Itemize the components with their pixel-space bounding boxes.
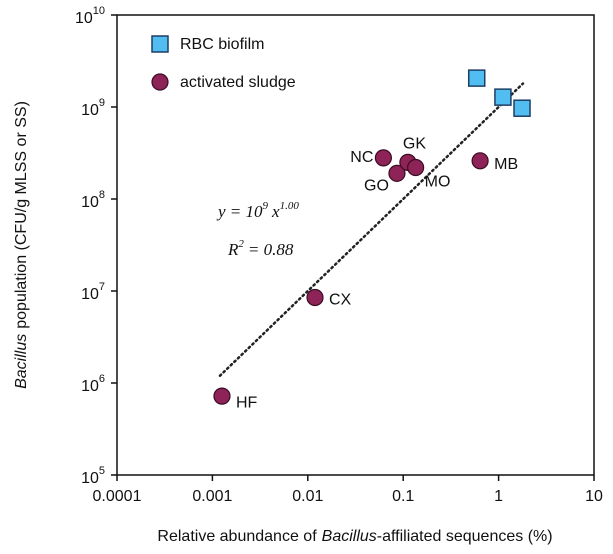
y-tick-base: 10 bbox=[81, 470, 99, 487]
fit-r2: R2 = 0.88 bbox=[227, 238, 294, 259]
point-label: NC bbox=[350, 149, 373, 166]
x-axis-label: Relative abundance of Bacillus-affiliated… bbox=[157, 528, 552, 545]
x-label-part: Relative abundance of bbox=[157, 528, 317, 545]
y-tick-label: 107 bbox=[81, 281, 105, 303]
y-tick-base: 10 bbox=[81, 194, 99, 211]
point-label: CX bbox=[329, 292, 352, 309]
point bbox=[388, 164, 406, 182]
x-label-part: Bacillus bbox=[322, 528, 377, 545]
y-tick-exponent: 8 bbox=[99, 189, 105, 201]
point bbox=[213, 387, 231, 405]
y-tick-label: 105 bbox=[81, 465, 105, 487]
y-tick-exponent: 10 bbox=[93, 5, 105, 17]
equation-part: 9 bbox=[263, 200, 269, 212]
y-tick-base: 10 bbox=[81, 286, 99, 303]
y-tick-exponent: 6 bbox=[99, 373, 105, 385]
point-label: HF bbox=[236, 394, 258, 411]
point bbox=[471, 152, 489, 170]
legend-marker bbox=[151, 35, 169, 53]
y-tick-base: 10 bbox=[75, 10, 93, 27]
y-tick-label: 109 bbox=[81, 97, 105, 119]
y-tick-exponent: 7 bbox=[99, 281, 105, 293]
point-label: GK bbox=[403, 136, 426, 153]
point bbox=[374, 149, 392, 167]
y-tick-exponent: 9 bbox=[99, 97, 105, 109]
y-tick-label: 106 bbox=[81, 373, 105, 395]
x-tick-label: 10 bbox=[585, 488, 603, 505]
y-tick-exponent: 5 bbox=[99, 465, 105, 477]
point-label: MB bbox=[494, 156, 518, 173]
legend-marker bbox=[151, 73, 169, 91]
fit-equation: y = 109 x1.00 bbox=[216, 200, 299, 221]
x-tick-label: 0.01 bbox=[292, 488, 323, 505]
y-tick-label: 108 bbox=[81, 189, 105, 211]
equation-part: x bbox=[271, 202, 280, 221]
plot-frame bbox=[116, 14, 595, 476]
point bbox=[513, 99, 531, 117]
point bbox=[494, 88, 512, 106]
x-tick-label: 0.1 bbox=[392, 488, 414, 505]
equation-part: 1.00 bbox=[280, 200, 300, 212]
y-label-part: Bacillus bbox=[13, 334, 30, 389]
fit-line bbox=[218, 82, 525, 377]
legend-label: activated sludge bbox=[180, 74, 296, 91]
point bbox=[306, 288, 324, 307]
r2-part: R bbox=[227, 240, 239, 259]
legend-label: RBC biofilm bbox=[180, 36, 264, 53]
x-tick-label: 1 bbox=[494, 488, 503, 505]
y-tick-label: 1010 bbox=[75, 5, 105, 27]
point bbox=[407, 158, 425, 177]
x-tick-label: 0.0001 bbox=[93, 488, 142, 505]
point-label: GO bbox=[364, 178, 389, 195]
y-tick-base: 10 bbox=[81, 102, 99, 119]
r2-part: = 0.88 bbox=[248, 240, 294, 259]
y-label-part: population (CFU/g MLSS or SS) bbox=[13, 101, 30, 329]
y-axis-label: Bacillus population (CFU/g MLSS or SS) bbox=[13, 101, 30, 389]
y-tick-base: 10 bbox=[81, 378, 99, 395]
r2-part: 2 bbox=[238, 238, 244, 250]
x-label-part: -affiliated sequences (%) bbox=[377, 528, 553, 545]
equation-part: y = 10 bbox=[216, 202, 263, 221]
point bbox=[467, 69, 486, 87]
point-label: MO bbox=[425, 174, 451, 191]
x-tick-label: 0.001 bbox=[192, 488, 232, 505]
